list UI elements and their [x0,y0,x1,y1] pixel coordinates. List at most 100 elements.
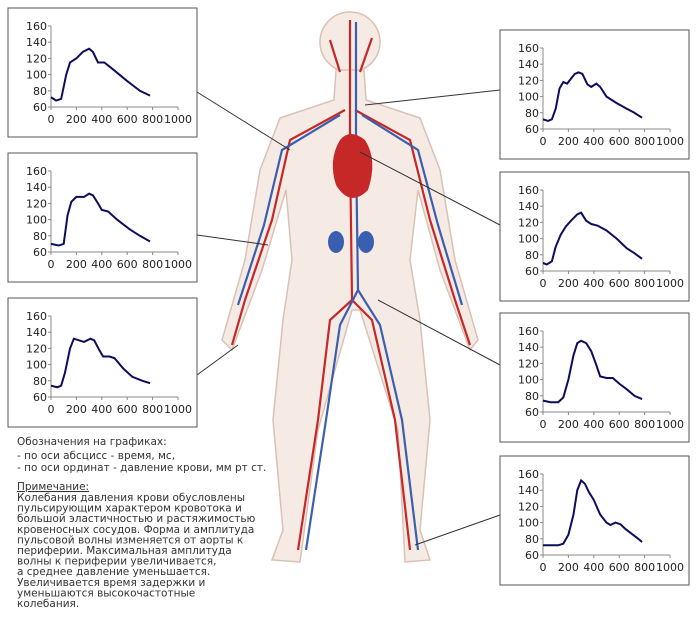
x-tick-label: 0 [540,277,547,290]
x-tick-label: 0 [48,113,55,126]
note-line: пульсовой волны изменяется от аорты к [17,534,243,546]
note-line: пульсирующим характером кровотока и [17,503,242,515]
x-tick-label: 600 [117,258,138,271]
note-line: большой эластичностью и растяжимостью [17,513,256,525]
chart: 60 80 100 120 140 160 0 200 400 600 800 1000 [7,297,198,428]
x-tick-label: 400 [91,258,112,271]
y-tick-label: 60 [525,123,539,136]
y-tick-label: 140 [26,326,47,339]
y-tick-label: 140 [518,341,539,354]
y-tick-label: 100 [26,359,47,372]
x-tick-label: 200 [558,418,579,431]
data-line [50,337,151,389]
x-tick-label: 200 [66,258,87,271]
y-tick-label: 140 [518,58,539,71]
x-tick-label: 400 [583,135,604,148]
y-tick-label: 160 [518,184,539,197]
note-line: а среднее давление уменьшается. [17,566,210,578]
x-tick-label: 600 [609,277,630,290]
x-tick-label: 800 [634,418,655,431]
x-tick-label: 800 [142,113,163,126]
y-tick-label: 60 [33,101,47,114]
x-tick-label: 800 [634,135,655,148]
note-line: уменьшаются высокочастотные [17,587,195,599]
note-line: Колебания давления крови обусловлены [17,492,245,504]
note-line: периферии. Максимальная амплитуда [17,545,232,557]
y-tick-label: 160 [518,468,539,481]
y-tick-label: 60 [33,246,47,259]
x-tick-label: 800 [634,277,655,290]
note-text: Колебания давления крови обусловленыпуль… [17,492,256,610]
x-tick-label: 1000 [656,277,684,290]
y-tick-label: 80 [525,249,539,262]
y-tick-label: 120 [518,74,539,87]
legend-block: Обозначения на графиках: - по оси абсцис… [17,436,266,493]
chart-frame [499,312,690,443]
x-tick-label: 200 [558,561,579,574]
x-tick-label: 400 [583,418,604,431]
data-line [542,71,643,122]
x-tick-label: 800 [142,258,163,271]
x-tick-label: 200 [66,403,87,416]
x-tick-label: 600 [117,113,138,126]
y-tick-label: 80 [33,375,47,388]
data-line [50,192,151,247]
x-tick-label: 600 [609,418,630,431]
legend-title: Обозначения на графиках: [17,436,167,448]
vessels-arterial [230,20,472,551]
y-tick-label: 80 [525,390,539,403]
note-line: колебания. [17,598,79,610]
y-tick-label: 100 [518,517,539,530]
chart: 60 80 100 120 140 160 0 200 400 600 800 1000 [499,312,690,443]
organs [328,134,374,253]
x-tick-label: 600 [609,135,630,148]
y-tick-label: 100 [518,233,539,246]
chart-frame [7,297,198,428]
x-tick-label: 1000 [164,113,192,126]
y-tick-label: 140 [26,181,47,194]
x-tick-label: 400 [91,113,112,126]
y-tick-label: 80 [33,230,47,243]
x-tick-label: 200 [558,135,579,148]
x-tick-label: 400 [91,403,112,416]
x-tick-label: 1000 [656,135,684,148]
chart-frame [499,455,690,586]
x-tick-label: 1000 [656,561,684,574]
y-tick-label: 60 [525,549,539,562]
x-tick-label: 0 [48,403,55,416]
chart: 60 80 100 120 140 160 0 200 400 600 800 1000 [499,455,690,586]
chart: 60 80 100 120 140 160 0 200 400 600 800 1000 [7,152,198,283]
x-tick-label: 400 [583,561,604,574]
y-tick-label: 160 [26,310,47,323]
x-tick-label: 400 [583,277,604,290]
y-tick-label: 100 [26,69,47,82]
y-tick-label: 100 [26,214,47,227]
chart: 60 80 100 120 140 160 0 200 400 600 800 1000 [499,171,690,302]
x-tick-label: 600 [117,403,138,416]
y-tick-label: 120 [26,342,47,355]
chart-frame [7,152,198,283]
y-tick-label: 80 [33,85,47,98]
data-line [542,339,643,404]
chart: 60 80 100 120 140 160 0 200 400 600 800 1000 [499,29,690,160]
note-title: Примечание: [17,481,89,493]
y-tick-label: 60 [525,406,539,419]
y-tick-label: 100 [518,374,539,387]
y-tick-label: 60 [33,391,47,404]
note-line: волны к периферии увеличивается, [17,556,216,568]
x-tick-label: 200 [558,277,579,290]
data-line [50,47,151,102]
y-tick-label: 160 [518,325,539,338]
note-line: Увеличивается время задержки и [17,577,205,589]
connectors [196,89,501,546]
y-tick-label: 120 [518,216,539,229]
y-tick-label: 120 [518,357,539,370]
x-tick-label: 800 [634,561,655,574]
note-line: кровеносных сосудов. Форма и амплитуда [17,524,254,536]
chart-frame [499,171,690,302]
x-tick-label: 200 [66,113,87,126]
chart: 60 80 100 120 140 160 0 200 400 600 800 1000 [7,7,198,138]
y-tick-label: 140 [26,36,47,49]
x-tick-label: 0 [540,418,547,431]
